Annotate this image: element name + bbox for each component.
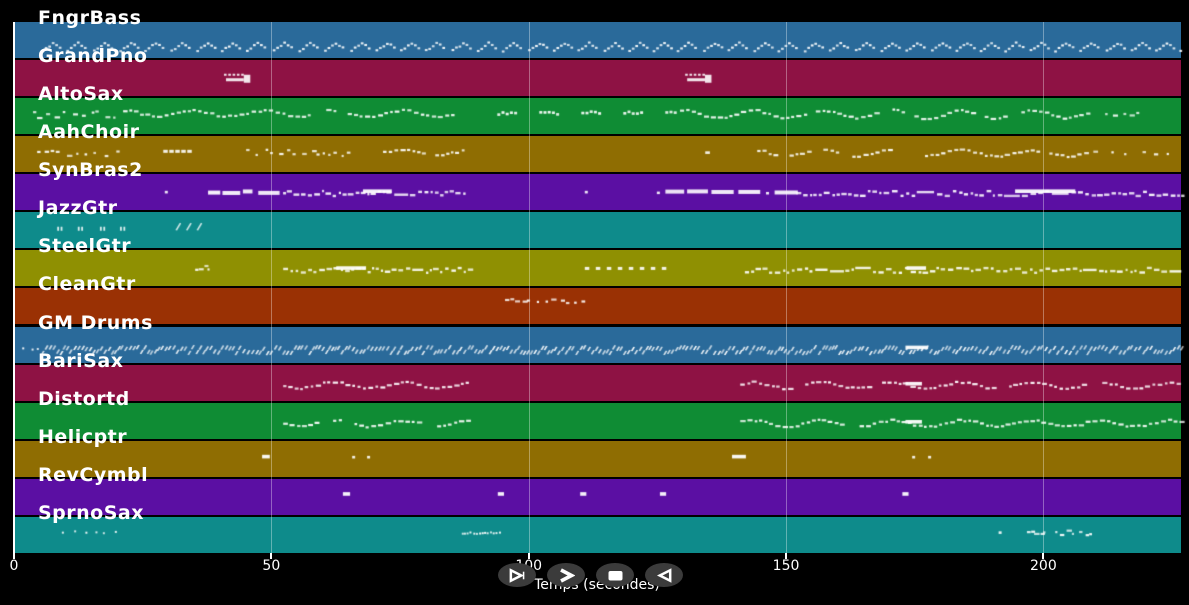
track-label-cleangtr: CleanGtr xyxy=(38,273,136,296)
play-triangle-icon xyxy=(508,567,527,583)
stop-square-icon xyxy=(607,569,624,582)
track-label-distortd: Distortd xyxy=(38,387,130,410)
track-label-grandpno: GrandPno xyxy=(38,45,148,68)
track-label-gm-drums: GM Drums xyxy=(38,311,153,334)
track-label-fngrbass: FngrBass xyxy=(38,7,142,29)
stop-button[interactable] xyxy=(596,563,634,587)
fast-forward-button[interactable] xyxy=(547,563,585,587)
track-label-revcymbl: RevCymbl xyxy=(38,463,149,486)
play-button[interactable] xyxy=(498,563,536,587)
triangle-left-icon xyxy=(655,567,674,583)
rewind-button[interactable] xyxy=(645,563,683,587)
track-label-altosax: AltoSax xyxy=(38,83,124,106)
track-label-jazzgtr: JazzGtr xyxy=(38,197,118,220)
track-label-steelgtr: SteelGtr xyxy=(38,235,132,258)
track-label-helicptr: Helicptr xyxy=(38,425,128,448)
chevron-right-icon xyxy=(558,567,575,583)
track-label-aahchoir: AahChoir xyxy=(38,121,140,144)
track-label-sprnosax: SprnoSax xyxy=(38,501,144,524)
track-label-barisax: BariSax xyxy=(38,349,124,372)
track-label-synbras2: SynBras2 xyxy=(38,159,143,182)
playback-controls xyxy=(498,563,688,587)
